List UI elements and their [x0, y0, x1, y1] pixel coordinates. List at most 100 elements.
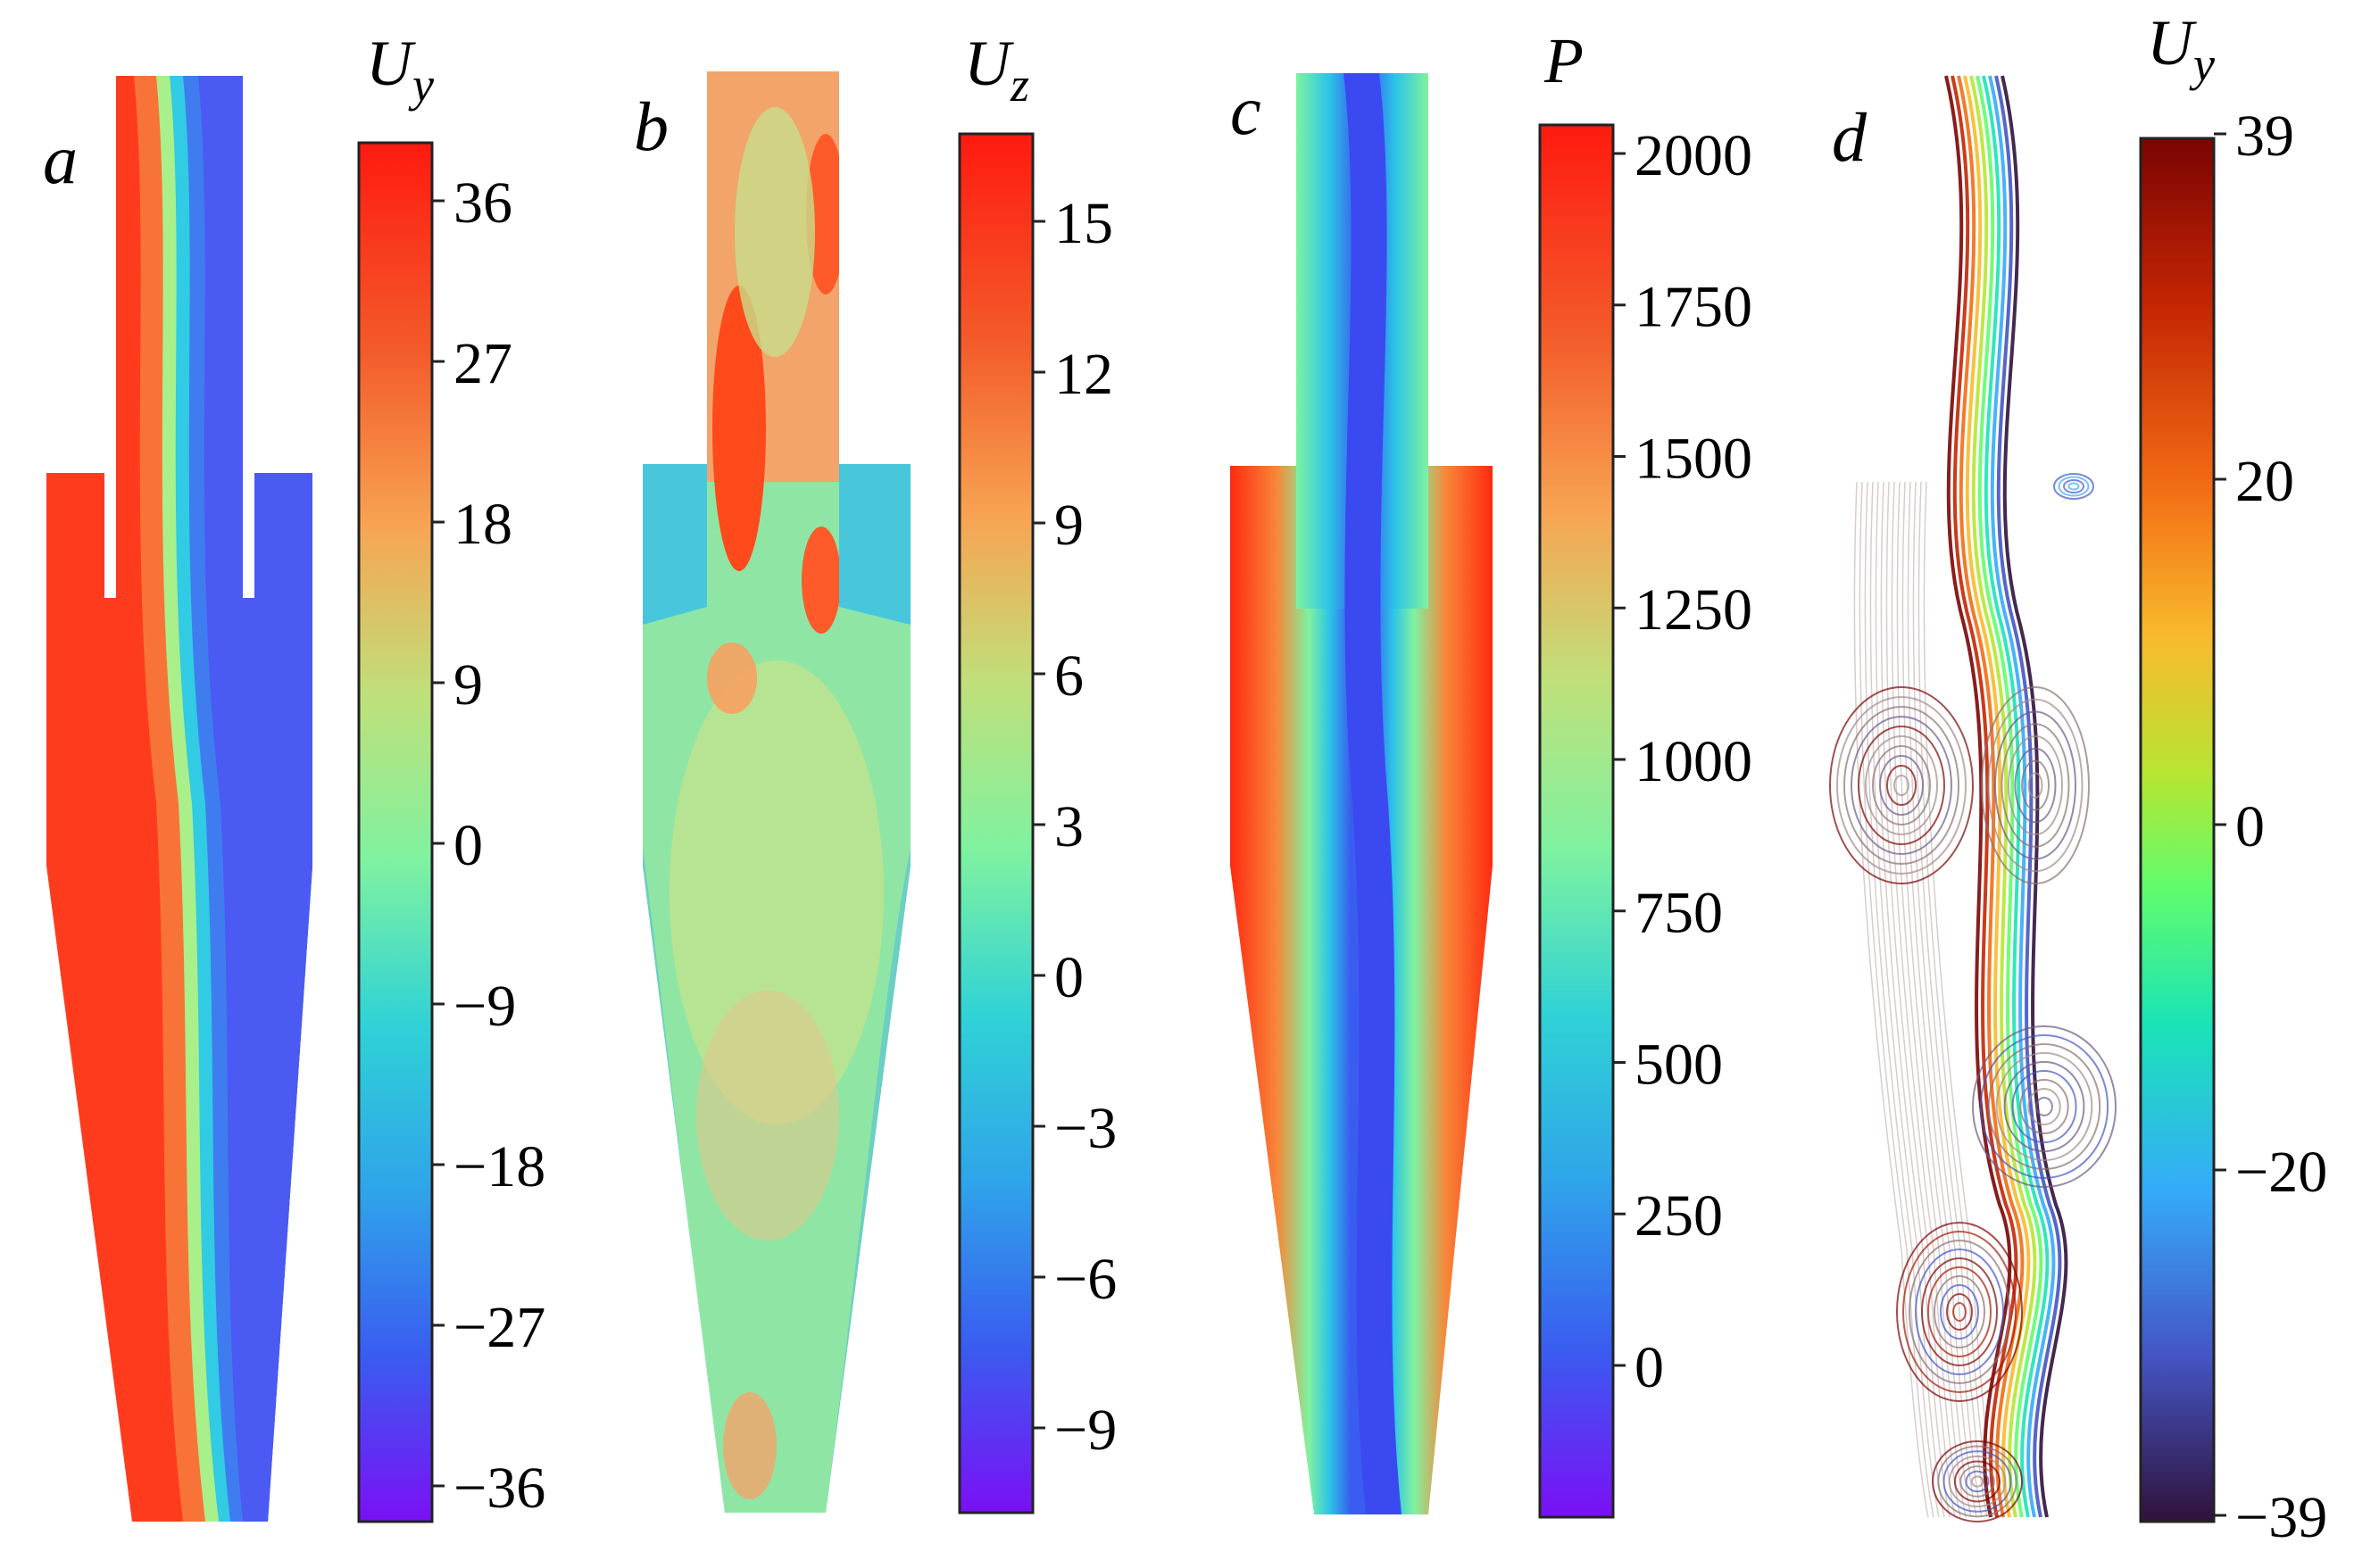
- streamline: [1972, 1025, 2117, 1188]
- streamline: [1965, 1470, 1990, 1493]
- streamline: [1836, 696, 1967, 875]
- colorbar-tick-label: 9: [453, 652, 483, 718]
- colorbar-tick-label: −3: [1054, 1096, 1117, 1161]
- panel-letter: a: [43, 120, 78, 198]
- streamline: [1896, 1222, 2024, 1402]
- streamline: [1912, 481, 1988, 1518]
- streamline: [1994, 710, 2077, 860]
- streamline: [1872, 745, 1932, 825]
- streamline: [2014, 747, 2057, 824]
- colorbar-tick-label: 15: [1054, 191, 1113, 256]
- streamline: [1932, 1440, 2024, 1522]
- panel-letter: c: [1230, 71, 1261, 149]
- colorbar-tick-label: −18: [453, 1134, 545, 1199]
- streamline: [1879, 755, 1925, 816]
- streamline: [1987, 698, 2084, 873]
- streamline: [2053, 473, 2095, 500]
- colorbar-title: Uy: [366, 28, 434, 112]
- streamline: [1859, 481, 1934, 1518]
- streamline: [2003, 1060, 2085, 1153]
- streamline: [1963, 75, 2031, 1518]
- colorbar-tick-label: −9: [453, 974, 516, 1039]
- streamline: [1942, 1450, 2012, 1513]
- colorbar-tick-label: 0: [1054, 945, 1084, 1010]
- colorbar-tick-label: 20: [2235, 449, 2294, 514]
- colorbar-tick-label: 12: [1054, 342, 1113, 407]
- streamline: [1875, 481, 1951, 1518]
- streamline: [1937, 1445, 2017, 1518]
- streamline: [1995, 1051, 2093, 1162]
- colorbar-tick-label: −20: [2235, 1140, 2327, 1205]
- streamline: [1940, 1284, 1980, 1340]
- streamline: [2011, 1069, 2077, 1144]
- colorbar-tick-label: 36: [453, 170, 512, 236]
- streamline: [2001, 723, 2070, 848]
- streamline: [1865, 735, 1939, 835]
- streamline: [1843, 706, 1960, 865]
- streamline: [1959, 1465, 1995, 1497]
- panel-c: c: [1230, 71, 1493, 1514]
- streamline: [1944, 75, 2012, 1518]
- streamline: [1909, 1240, 2011, 1384]
- streamline: [2021, 759, 2050, 811]
- colorbar-b: Uz 15 12 9 6 3 0 −3 −6 −9: [958, 28, 1117, 1514]
- streamline: [2063, 479, 2085, 494]
- streamline: [1902, 1231, 2017, 1393]
- streamline: [1981, 686, 2091, 884]
- colorbar-tick-label: −6: [1054, 1247, 1117, 1312]
- colorbar-tick-label: 500: [1635, 1032, 1723, 1097]
- streamline: [1915, 1249, 2005, 1375]
- streamline: [1829, 686, 1975, 884]
- streamline: [1917, 481, 1993, 1518]
- colorbar-title: Uy: [2147, 7, 2215, 91]
- streamline: [1921, 1257, 1999, 1366]
- streamline: [1886, 765, 1917, 806]
- colorbar-d: Uy 39 20 0 −20 −39: [2139, 7, 2327, 1550]
- colorbar-tick-label: 6: [1054, 643, 1084, 709]
- streamline: [1988, 75, 2056, 1518]
- streamline: [1864, 481, 1940, 1518]
- streamline: [2035, 1097, 2053, 1116]
- streamline: [1948, 1455, 2007, 1508]
- colorbar-tick-label: 18: [453, 492, 512, 557]
- panel-a: a: [43, 76, 312, 1522]
- streamline: [1951, 75, 2018, 1518]
- streamline: [1952, 1302, 1967, 1322]
- colorbar-tick-label: −36: [453, 1456, 545, 1521]
- streamline: [1858, 726, 1946, 845]
- colorbar-tick-label: 1250: [1635, 577, 1752, 643]
- streamline: [1927, 1266, 1992, 1357]
- streamline: [2001, 75, 2068, 1518]
- panel-b: b: [634, 71, 911, 1513]
- colorbar-tick-label: 39: [2235, 104, 2294, 169]
- streamline: [1891, 481, 1967, 1518]
- colorbar-tick-label: 0: [2235, 794, 2265, 859]
- colorbar-tick-label: 2000: [1635, 123, 1752, 188]
- colorbar-tick-label: 1750: [1635, 275, 1752, 340]
- streamline-plot: [1829, 75, 2117, 1522]
- streamline: [1901, 481, 1977, 1518]
- colorbar-tick-label: 1500: [1635, 426, 1752, 491]
- streamline: [2019, 1079, 2069, 1134]
- streamline: [1893, 775, 1910, 796]
- colorbar-tick-label: −9: [1054, 1398, 1117, 1463]
- streamline: [1869, 481, 1945, 1518]
- streamline: [2027, 1088, 2061, 1125]
- streamline: [1946, 1293, 1974, 1331]
- panel-letter: b: [634, 87, 669, 165]
- colorbar-tick-label: 250: [1635, 1183, 1723, 1249]
- colorbar-tick-label: −39: [2235, 1485, 2327, 1550]
- streamline: [2027, 772, 2043, 799]
- colorbar-tick-label: −27: [453, 1295, 545, 1360]
- colorbar-title: Uz: [964, 28, 1029, 112]
- streamline: [1853, 481, 1929, 1518]
- colorbar-tick-label: 3: [1054, 794, 1084, 859]
- panel-letter: d: [1832, 98, 1867, 176]
- streamline: [1896, 481, 1972, 1518]
- streamline: [2067, 482, 2080, 491]
- streamline: [2058, 476, 2090, 497]
- streamline: [1885, 481, 1961, 1518]
- streamline: [1934, 1275, 1986, 1348]
- colorbar-tick-label: 9: [1054, 493, 1084, 558]
